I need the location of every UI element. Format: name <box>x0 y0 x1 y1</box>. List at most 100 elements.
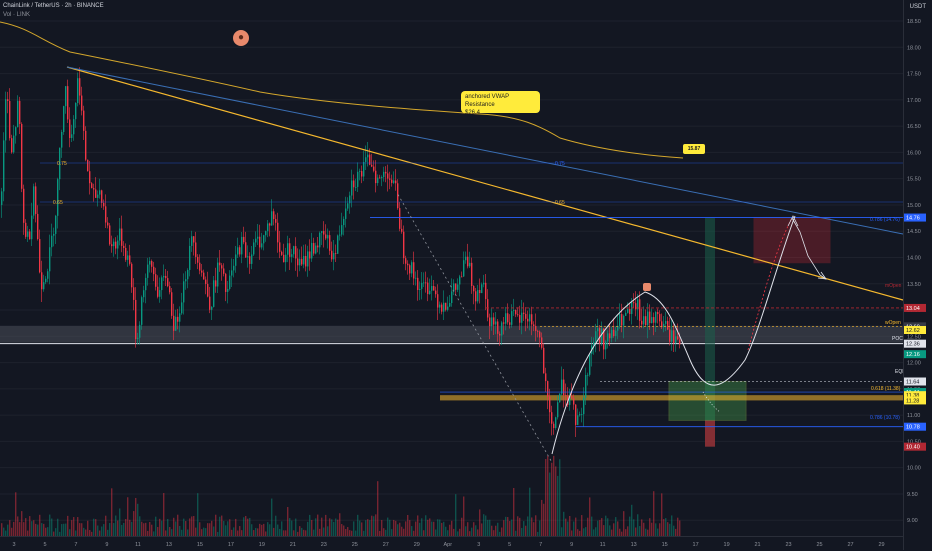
volume-bar <box>125 519 127 536</box>
volume-bar <box>529 487 531 536</box>
volume-bar <box>389 519 391 536</box>
trendline-blue <box>66 66 904 235</box>
volume-bar <box>63 523 65 536</box>
volume-bar <box>433 521 435 536</box>
candle-body <box>679 339 681 345</box>
candle-body <box>433 286 435 291</box>
volume-bar <box>579 530 581 536</box>
candle-body <box>153 266 155 275</box>
volume-bar <box>537 531 539 536</box>
candle-body <box>169 286 171 293</box>
volume-bar <box>341 524 343 536</box>
candle-body <box>73 119 75 135</box>
target-arrow <box>791 217 827 280</box>
volume-bar <box>305 530 307 536</box>
candle-body <box>441 304 443 312</box>
volume-bar <box>531 517 533 536</box>
volume-bar <box>245 515 247 536</box>
volume-bar <box>429 518 431 536</box>
volume-bar <box>185 521 187 536</box>
volume-bar <box>163 493 165 536</box>
volume-bar <box>609 525 611 536</box>
candle-body <box>197 256 199 263</box>
time-axis[interactable] <box>0 536 903 551</box>
candle-body <box>279 242 281 252</box>
volume-bar <box>61 524 63 536</box>
volume-bar <box>165 530 167 536</box>
up-arrow-head <box>787 215 799 227</box>
candle-body <box>159 290 161 297</box>
candle-body <box>231 270 233 276</box>
volume-bar <box>417 515 419 536</box>
volume-bar <box>485 515 487 536</box>
candle-body <box>57 179 59 216</box>
volume-bar <box>277 524 279 536</box>
level-075-label-left: 0.75 <box>57 161 67 167</box>
volume-bar <box>563 511 565 536</box>
candle-body <box>21 123 23 189</box>
candle-body <box>471 262 473 286</box>
candle-body <box>205 279 207 284</box>
candle-body <box>335 253 337 254</box>
candle-body <box>179 313 181 322</box>
volume-bar <box>7 524 9 536</box>
candle-body <box>271 211 273 226</box>
candle-body <box>121 228 123 246</box>
volume-bar <box>229 519 231 536</box>
candle-body <box>297 258 299 266</box>
volume-bar <box>463 496 465 536</box>
volume-bar <box>333 521 335 536</box>
candle-body <box>329 235 331 251</box>
buy-zone-box <box>668 381 747 421</box>
candle-body <box>361 171 363 177</box>
volume-bar <box>313 529 315 536</box>
candle-body <box>149 261 151 265</box>
candle-body <box>593 341 595 346</box>
candle-body <box>557 402 559 418</box>
candle-body <box>201 270 203 273</box>
volume-bar <box>345 529 347 536</box>
volume-bar <box>569 515 571 536</box>
volume-bar <box>477 529 479 536</box>
volume-bar <box>441 522 443 536</box>
volume-bar <box>65 523 67 536</box>
volume-bar <box>515 530 517 536</box>
candle-body <box>571 396 573 399</box>
volume-bar <box>525 525 527 536</box>
candle-body <box>397 183 399 209</box>
volume-bar <box>517 516 519 536</box>
volume-bar <box>317 514 319 536</box>
volume-bar <box>461 517 463 536</box>
volume-bar <box>637 514 639 536</box>
volume-bar <box>425 515 427 536</box>
candle-body <box>151 261 153 267</box>
volume-bar <box>611 529 613 536</box>
volume-bar <box>303 529 305 536</box>
volume-bar <box>631 504 633 536</box>
price-axis[interactable] <box>903 0 932 550</box>
candle-body <box>507 313 509 323</box>
candle-body <box>131 263 133 288</box>
volume-bar <box>351 530 353 536</box>
candle-body <box>659 314 661 322</box>
candle-body <box>281 251 283 255</box>
candle-body <box>643 316 645 325</box>
candle-body <box>383 171 385 178</box>
candle-body <box>263 235 265 244</box>
volume-bar <box>131 521 133 536</box>
volume-bar <box>627 526 629 536</box>
candle-body <box>607 333 609 342</box>
candle-body <box>527 318 529 322</box>
candle-body <box>565 395 567 396</box>
candle-body <box>23 188 25 223</box>
volume-bar <box>329 518 331 536</box>
candle-body <box>529 314 531 322</box>
volume-bar <box>93 518 95 536</box>
candle-body <box>305 255 307 267</box>
candle-body <box>193 236 195 243</box>
candle-body <box>343 218 345 226</box>
candle-body <box>485 282 487 300</box>
volume-bar <box>475 525 477 536</box>
candle-body <box>549 396 551 413</box>
